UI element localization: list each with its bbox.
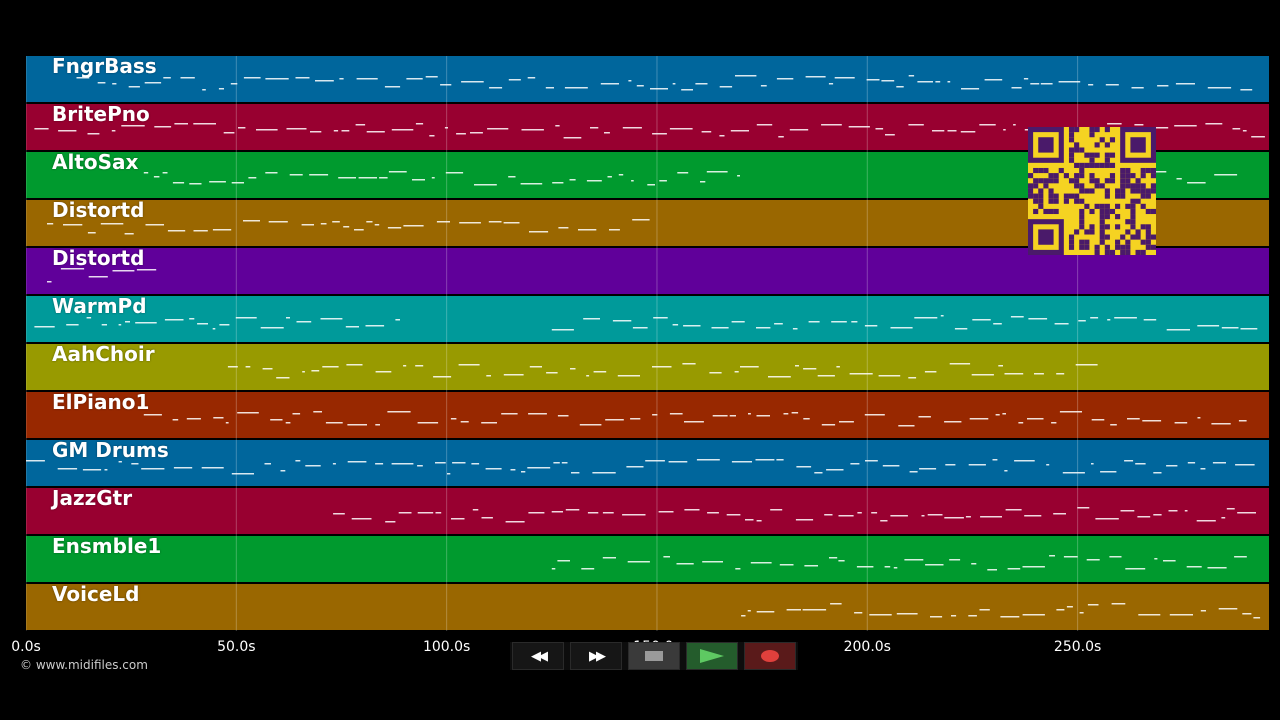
track-label: Distortd	[52, 200, 145, 222]
track-label: JazzGtr	[52, 488, 133, 510]
track-label: Ensmble1	[52, 536, 162, 558]
track-label: AltoSax	[52, 152, 139, 174]
qr-code	[1028, 127, 1156, 255]
time-tick-label: 250.0s	[1053, 639, 1102, 655]
track-label: BritePno	[52, 104, 150, 126]
rewind-icon: ◀◀	[531, 648, 548, 664]
track-label: FngrBass	[52, 56, 157, 78]
track-label: AahChoir	[52, 344, 155, 366]
time-tick-label: 100.0s	[422, 639, 471, 655]
stop-button[interactable]	[628, 642, 680, 670]
record-icon	[761, 650, 779, 662]
time-tick-label: 50.0s	[217, 639, 256, 655]
track-lane[interactable]: FngrBass	[26, 56, 1269, 102]
time-tick-label: 0.0s	[11, 639, 41, 655]
track-lane[interactable]: ElPiano1	[26, 392, 1269, 438]
play-button[interactable]	[686, 642, 738, 670]
track-lane[interactable]: AahChoir	[26, 344, 1269, 390]
track-lane[interactable]: Ensmble1	[26, 536, 1269, 582]
track-label: VoiceLd	[52, 584, 140, 606]
track-lane[interactable]: WarmPd	[26, 296, 1269, 342]
track-lane[interactable]: JazzGtr	[26, 488, 1269, 534]
track-label: Distortd	[52, 248, 145, 270]
rewind-button[interactable]: ◀◀	[512, 642, 564, 670]
play-icon	[700, 649, 724, 663]
track-label: GM Drums	[52, 440, 169, 462]
track-lane[interactable]: Distortd	[26, 248, 1269, 294]
track-lane[interactable]: GM Drums	[26, 440, 1269, 486]
track-lane[interactable]: VoiceLd	[26, 584, 1269, 630]
track-label: ElPiano1	[52, 392, 150, 414]
time-tick-label: 200.0s	[843, 639, 891, 655]
fast-forward-icon: ▶▶	[589, 648, 606, 664]
track-label: WarmPd	[52, 296, 147, 318]
fast-forward-button[interactable]: ▶▶	[570, 642, 622, 670]
stop-icon	[645, 651, 663, 661]
copyright-text: © www.midifiles.com	[20, 658, 148, 672]
record-button[interactable]	[744, 642, 796, 670]
transport-controls: ◀◀ ▶▶	[510, 642, 798, 670]
